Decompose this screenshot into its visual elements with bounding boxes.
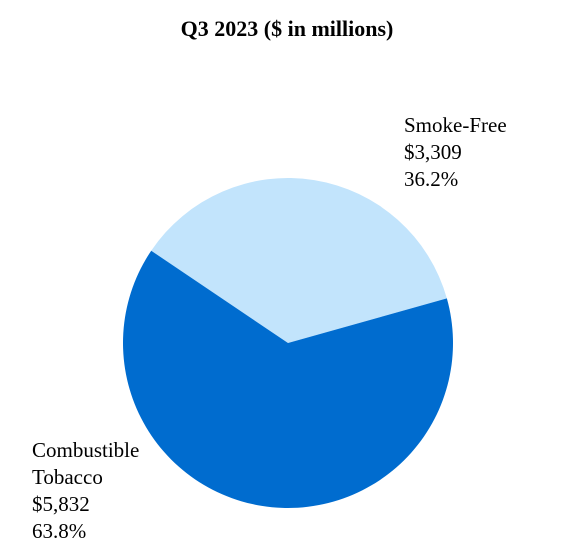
slice-value: $3,309 [404, 140, 462, 164]
slice-label-smoke-free: Smoke-Free $3,309 36.2% [404, 112, 507, 193]
chart-title: Q3 2023 ($ in millions) [180, 16, 394, 41]
slice-name-line-1: Combustible [32, 438, 140, 462]
slice-name: Smoke-Free [404, 113, 507, 137]
pie-slice-combustible-tobacco [123, 250, 454, 508]
slice-label-combustible-tobacco: Combustible Tobacco $5,832 63.8% [32, 437, 139, 545]
slice-name-line-2: Tobacco [32, 465, 103, 489]
slice-value: $5,832 [32, 492, 90, 516]
slice-percent: 36.2% [404, 167, 459, 191]
pie-slice-smoke-free [151, 177, 447, 343]
slice-percent: 63.8% [32, 519, 87, 543]
